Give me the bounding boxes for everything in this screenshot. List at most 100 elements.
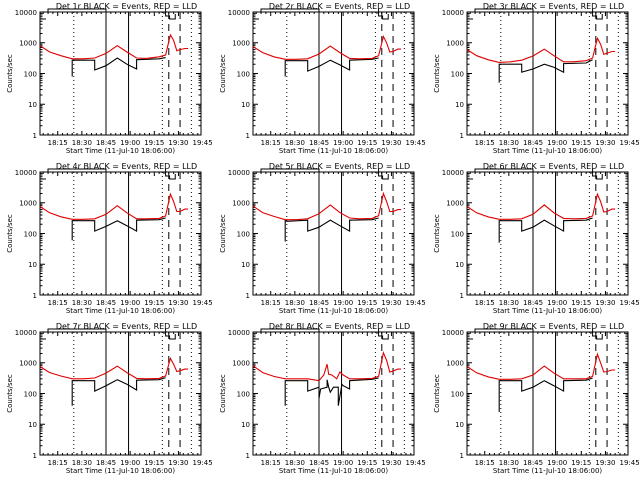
y-tick-label: 10 [28,101,37,109]
x-tick-label: 18:30 [72,299,92,307]
y-tick-label: 1000 [446,40,464,48]
y-tick-label: 1 [459,292,463,300]
interval-bracket [47,328,107,339]
y-tick-label: 10 [455,421,464,429]
detector-panel-6: Det 6r BLACK = Events, RED = LLD 1 10 100 10… [433,162,640,315]
x-tick-label: 18:30 [498,299,518,307]
x-tick-label: 18:45 [523,299,543,307]
panel-title: Det 9r BLACK = Events, RED = LLD [482,322,623,331]
x-tick-label: 19:00 [547,459,567,467]
x-tick-label: 19:15 [358,299,378,307]
x-tick-label: 18:45 [309,139,329,147]
x-axis-label: Start Time (11-Jul-10 18:06:00) [66,467,176,475]
interval-bracket [260,8,320,19]
interval-bracket [47,168,107,179]
interval-bracket [474,8,534,19]
plot-frame [39,171,202,296]
x-tick-label: 18:30 [498,459,518,467]
panel-title: Det 1r BLACK = Events, RED = LLD [56,2,197,11]
y-axis-label: Counts/sec [219,214,227,253]
x-tick-label: 18:15 [474,299,494,307]
y-tick-label: 10000 [441,329,463,337]
x-tick-label: 19:30 [382,299,402,307]
y-tick-label: 100 [24,391,37,399]
x-tick-label: 19:45 [619,139,639,147]
x-tick-label: 18:15 [261,139,281,147]
x-tick-label: 19:30 [595,139,615,147]
interval-bracket [474,328,534,339]
y-tick-label: 100 [24,71,37,79]
x-tick-label: 19:15 [144,139,164,147]
y-tick-label: 1 [246,292,250,300]
y-tick-label: 1000 [446,200,464,208]
events-series-line [498,377,593,412]
x-tick-label: 18:30 [72,139,92,147]
x-tick-label: 19:15 [144,459,164,467]
x-tick-label: 18:30 [285,139,305,147]
y-tick-label: 1 [459,132,463,140]
x-tick-label: 19:00 [333,459,353,467]
detector-panel-3: Det 3r BLACK = Events, RED = LLD 1 10 100 10… [433,2,640,155]
detector-panel-2: Det 2r BLACK = Events, RED = LLD 1 10 100 10… [219,2,426,155]
y-tick-label: 10000 [441,9,463,17]
x-tick-label: 19:45 [193,299,213,307]
y-tick-label: 10000 [228,329,250,337]
x-tick-label: 18:15 [474,459,494,467]
plot-frame [39,11,202,136]
events-series-line [71,57,166,77]
x-axis-label: Start Time (11-Jul-10 18:06:00) [493,467,603,475]
x-tick-label: 18:30 [498,139,518,147]
x-tick-label: 18:30 [285,299,305,307]
interval-bracket [47,8,107,19]
plot-frame [39,331,202,456]
x-tick-label: 19:30 [382,139,402,147]
events-series-line [498,217,593,243]
detector-panel-5: Det 5r BLACK = Events, RED = LLD 1 10 100 10… [219,162,426,315]
y-tick-label: 1000 [19,200,37,208]
y-tick-label: 100 [450,231,463,239]
lld-bracket [378,169,390,180]
x-tick-label: 18:45 [96,459,116,467]
y-tick-label: 1 [33,452,37,460]
y-tick-label: 10000 [228,9,250,17]
panel-title: Det 7r BLACK = Events, RED = LLD [56,322,197,331]
x-tick-label: 19:00 [547,299,567,307]
y-axis-label: Counts/sec [433,214,441,253]
x-tick-label: 19:00 [333,299,353,307]
x-tick-label: 19:45 [406,299,426,307]
x-tick-label: 19:30 [382,459,402,467]
x-tick-label: 18:15 [48,299,68,307]
x-axis-label: Start Time (11-Jul-10 18:06:00) [66,147,176,155]
x-tick-label: 18:45 [309,459,329,467]
y-tick-label: 1000 [233,40,251,48]
x-tick-label: 19:45 [193,459,213,467]
y-tick-label: 10 [455,101,464,109]
y-tick-label: 10 [241,101,250,109]
x-tick-label: 18:45 [523,139,543,147]
y-tick-label: 100 [237,231,250,239]
panel-title: Det 3r BLACK = Events, RED = LLD [482,2,623,11]
y-tick-label: 10000 [15,9,37,17]
y-tick-label: 100 [237,391,250,399]
x-axis-label: Start Time (11-Jul-10 18:06:00) [279,147,389,155]
lld-series-line [39,356,189,380]
y-tick-label: 1 [246,452,250,460]
y-axis-label: Counts/sec [219,54,227,93]
plot-frame [466,331,629,456]
y-tick-label: 10 [28,261,37,269]
detector-panel-7: Det 7r BLACK = Events, RED = LLD 1 10 100 10… [6,322,213,475]
x-axis-label: Start Time (11-Jul-10 18:06:00) [493,147,603,155]
y-tick-label: 10 [28,421,37,429]
y-tick-label: 10 [241,421,250,429]
x-tick-label: 19:30 [595,459,615,467]
y-tick-label: 1 [246,132,250,140]
y-tick-label: 1000 [233,360,251,368]
panel-title: Det 8r BLACK = Events, RED = LLD [269,322,410,331]
detector-panel-4: Det 4r BLACK = Events, RED = LLD 1 10 100 10… [6,162,213,315]
x-tick-label: 19:00 [120,459,140,467]
x-tick-label: 18:45 [96,299,116,307]
x-axis-label: Start Time (11-Jul-10 18:06:00) [493,307,603,315]
y-tick-label: 100 [237,71,250,79]
x-tick-label: 19:45 [406,139,426,147]
events-series-line [284,377,380,406]
